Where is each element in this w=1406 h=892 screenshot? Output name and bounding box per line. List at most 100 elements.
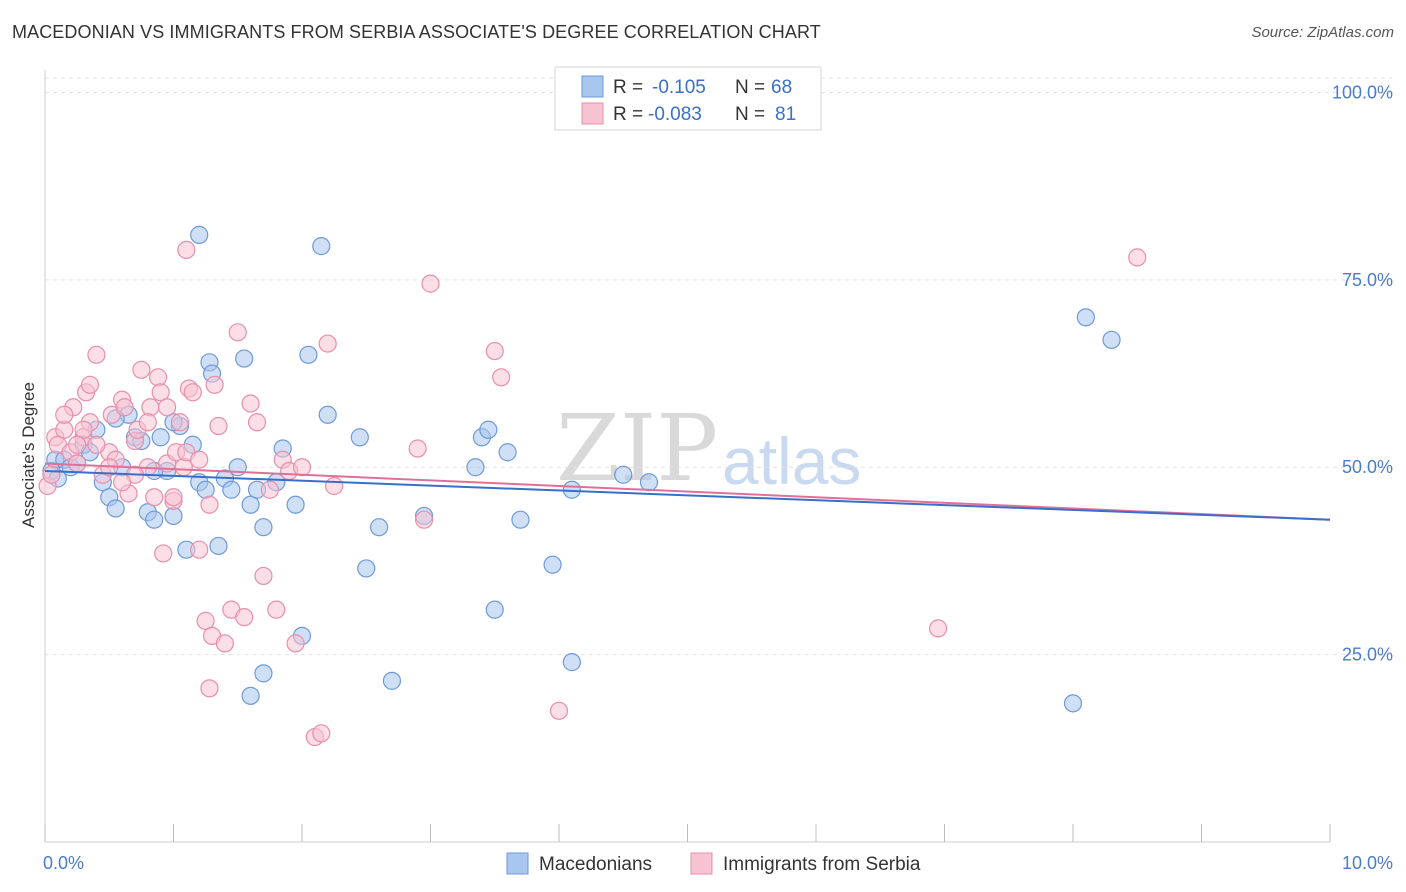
macedonians-point-62: [1063, 694, 1083, 713]
series-immigrants-from-serbia: [38, 240, 1147, 747]
macedonians-point-47: [382, 671, 402, 690]
serbia-point-60: [408, 439, 427, 458]
macedonians-point-30: [222, 480, 241, 499]
watermark-atlas: atlas: [722, 424, 861, 498]
serbia-point-27: [154, 544, 173, 563]
legend-n-value-blue: 68: [771, 77, 792, 98]
macedonians-point-55: [543, 555, 562, 574]
serbia-point-38: [200, 495, 219, 514]
legend-r-label-pink: R =: [613, 104, 643, 125]
macedonians-point-18: [151, 428, 170, 447]
serbia-point-71: [157, 398, 177, 417]
macedonians-point-17: [145, 510, 164, 529]
serbia-point-75: [138, 413, 157, 432]
bottom-legend-swatch-immigrants-from-serbia: [690, 852, 713, 875]
macedonians-point-63: [1076, 308, 1095, 327]
macedonians-point-56: [562, 480, 581, 499]
y-tick-label-75: 75.0%: [1342, 270, 1393, 290]
serbia-point-59: [200, 679, 219, 698]
macedonians-point-25: [196, 480, 215, 499]
serbia-point-41: [209, 416, 228, 436]
y-tick-label-100: 100.0%: [1332, 82, 1393, 102]
bottom-legend-macedonians: Macedonians: [539, 854, 652, 875]
macedonians-point-41: [312, 237, 331, 256]
macedonians-point-11: [106, 499, 125, 518]
x-tick-label-10: 10.0%: [1342, 853, 1393, 873]
macedonians-point-35: [254, 518, 273, 537]
serbia-point-57: [318, 334, 337, 353]
serbia-point-24: [145, 488, 164, 507]
serbia-point-33: [177, 240, 196, 259]
trend-line-macedonians: [44, 469, 1331, 521]
x-tick-labels: 0.0% 10.0%: [43, 853, 1393, 873]
serbia-point-35: [183, 383, 202, 402]
serbia-point-61: [414, 510, 434, 529]
legend-swatch-blue: [581, 75, 604, 98]
legend-n-label-pink: N =: [735, 104, 765, 125]
serbia-point-31: [170, 413, 190, 432]
y-tick-label-25: 25.0%: [1342, 645, 1393, 665]
macedonians-point-54: [511, 510, 530, 529]
serbia-point-45: [235, 608, 254, 627]
macedonians-point-44: [350, 428, 369, 447]
y-axis-label: Associate's Degree: [19, 382, 38, 528]
macedonians-point-38: [286, 495, 305, 514]
series-legend: Macedonians Immigrants from Serbia: [506, 852, 921, 875]
serbia-point-58: [325, 476, 344, 496]
trend-line-immigrants-from-serbia: [44, 462, 1331, 521]
serbia-point-21: [132, 360, 151, 379]
serbia-point-49: [260, 480, 279, 499]
serbia-point-32: [174, 458, 193, 477]
serbia-point-1: [42, 465, 61, 484]
serbia-point-36: [190, 540, 209, 559]
serbia-point-78: [55, 405, 74, 424]
serbia-point-74: [112, 473, 132, 492]
serbia-point-23: [141, 398, 160, 417]
serbia-point-48: [254, 566, 273, 586]
legend-r-value-blue: -0.105: [652, 77, 706, 98]
serbia-point-66: [928, 619, 948, 638]
serbia-point-79: [68, 435, 87, 454]
serbia-point-42: [215, 634, 234, 653]
macedonians-point-64: [1102, 330, 1121, 349]
macedonians-point-45: [357, 559, 376, 578]
macedonians-point-31: [228, 458, 247, 477]
y-tick-labels: 100.0% 75.0% 50.0% 25.0%: [1332, 82, 1393, 664]
macedonians-point-53: [498, 443, 517, 462]
macedonians-point-28: [209, 536, 228, 556]
serbia-point-77: [80, 375, 100, 394]
serbia-point-76: [164, 488, 183, 507]
axes: [44, 70, 1331, 843]
serbia-point-26: [151, 383, 170, 402]
serbia-point-63: [485, 341, 504, 361]
serbia-point-56: [312, 724, 331, 743]
serbia-point-68: [74, 420, 93, 439]
serbia-point-11: [87, 345, 106, 364]
macedonians-point-59: [639, 473, 659, 492]
watermark-zip: ZIP: [556, 395, 718, 502]
macedonians-point-52: [485, 600, 504, 619]
macedonians-point-61: [241, 686, 260, 705]
macedonians-point-42: [318, 405, 337, 424]
bottom-legend-swatch-macedonians: [506, 852, 529, 875]
macedonians-point-40: [299, 345, 318, 364]
serbia-point-46: [241, 394, 260, 413]
serbia-point-40: [205, 375, 224, 394]
legend-r-label-blue: R =: [613, 77, 643, 98]
serbia-point-25: [148, 368, 168, 387]
serbia-point-17: [115, 398, 134, 417]
legend-n-label-blue: N =: [735, 77, 765, 98]
macedonians-point-33: [241, 495, 260, 514]
serbia-point-50: [267, 600, 286, 619]
serbia-point-47: [247, 413, 267, 432]
serbia-point-73: [87, 435, 106, 454]
macedonians-point-57: [562, 653, 581, 672]
source-credit: Source: ZipAtlas.com: [1251, 24, 1394, 41]
bottom-legend-immigrants-from-serbia: Immigrants from Serbia: [723, 854, 921, 875]
macedonians-point-49: [466, 458, 485, 477]
legend-n-value-pink: 81: [775, 104, 796, 125]
macedonians-point-46: [370, 518, 389, 537]
serbia-point-54: [292, 458, 312, 477]
legend-swatch-pink: [581, 102, 604, 125]
